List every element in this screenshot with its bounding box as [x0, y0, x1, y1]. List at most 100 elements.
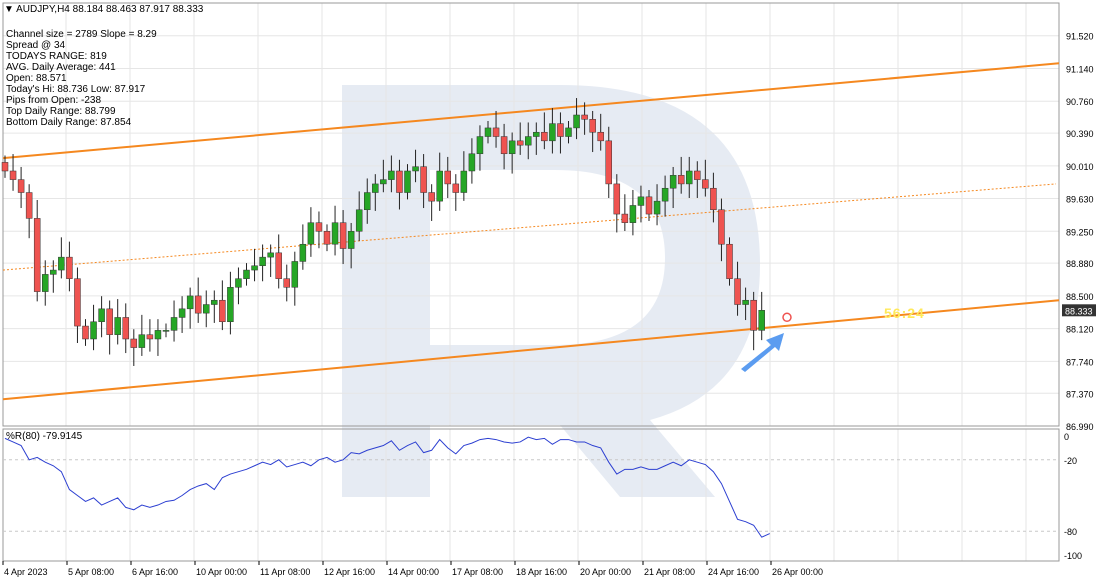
- candle-body: [251, 265, 258, 271]
- oscillator-tick-label: -80: [1064, 527, 1077, 537]
- candle-body: [74, 278, 81, 327]
- oscillator-label: %R(80) -79.9145: [6, 431, 83, 442]
- dropdown-triangle-icon[interactable]: ▼: [4, 4, 14, 15]
- candle-body: [653, 200, 661, 215]
- time-tick-label: 21 Apr 08:00: [644, 567, 695, 577]
- candle-body: [468, 153, 476, 172]
- candle-body: [412, 166, 419, 172]
- candle-body: [589, 119, 596, 133]
- candle-body: [50, 269, 57, 275]
- candle-body: [734, 278, 741, 305]
- time-axis: 4 Apr 2023 5 Apr 08:00 6 Apr 16:00 10 Apr 0…: [2, 561, 823, 577]
- candle-body: [243, 269, 250, 279]
- symbol-header: ▼ AUDJPY,H4 88.184 88.463 87.917 88.333: [4, 4, 203, 15]
- candle-body: [436, 170, 443, 202]
- candle-body: [25, 192, 33, 219]
- candle-body: [331, 222, 339, 245]
- candle-body: [275, 252, 282, 279]
- price-tick-label: 90.760: [1066, 97, 1094, 107]
- price-tick-label: 88.880: [1066, 259, 1094, 269]
- candle-body: [388, 170, 395, 180]
- candle-body: [645, 196, 653, 215]
- williams-r-oscillator: [3, 436, 1059, 538]
- candle-body: [581, 114, 588, 120]
- price-tick-label: 91.520: [1066, 32, 1094, 42]
- candle-body: [42, 274, 49, 292]
- candle-body: [372, 183, 379, 193]
- oscillator-tick-label: 0: [1064, 432, 1069, 442]
- price-tick-label: 86.990: [1066, 422, 1094, 432]
- price-marker-icon: [782, 312, 792, 323]
- info-line: Pips from Open: -238: [6, 95, 102, 106]
- time-tick-label: 10 Apr 00:00: [196, 567, 247, 577]
- candle-body: [492, 127, 500, 137]
- candle-body: [549, 123, 556, 142]
- annotations: [741, 312, 792, 372]
- price-tick-label: 90.010: [1066, 162, 1094, 172]
- williams-r-line: [4, 436, 770, 538]
- candle-body: [186, 295, 194, 310]
- candle-body: [291, 261, 299, 288]
- chart-frames: [2, 2, 1060, 562]
- candle-countdown: 56:24: [884, 305, 925, 321]
- channel-mid-line: [2, 183, 1057, 271]
- candle-body: [114, 317, 121, 335]
- candle-body: [347, 231, 355, 249]
- price-tick-label: 88.120: [1066, 325, 1094, 335]
- info-line: Top Daily Range: 88.799: [6, 106, 116, 117]
- symbol-ohlc-text: AUDJPY,H4 88.184 88.463 87.917 88.333: [16, 4, 204, 15]
- info-line: Today's Hi: 88.736 Low: 87.917: [6, 84, 146, 95]
- candle-body: [106, 308, 113, 335]
- candle-body: [235, 278, 242, 288]
- candle-body: [259, 256, 266, 267]
- candle-body: [396, 170, 403, 193]
- candle-body: [299, 243, 307, 262]
- blue-arrow-icon: [741, 333, 784, 372]
- candle-body: [122, 317, 129, 340]
- oscillator-tick-label: -100: [1064, 551, 1082, 561]
- candle-body: [323, 231, 331, 245]
- oscillator-tick-label: -20: [1064, 456, 1077, 466]
- candle-body: [58, 256, 65, 271]
- price-tick-label: 88.500: [1066, 292, 1094, 302]
- candle-body: [677, 175, 685, 185]
- candle-body: [178, 308, 186, 318]
- channel-upper-line: [2, 62, 1060, 160]
- price-axis: 91.520 91.140 90.760 90.390 90.010 89.630 89.2…: [1062, 32, 1096, 561]
- info-line: Spread @ 34: [6, 40, 66, 51]
- candle-body: [17, 179, 25, 193]
- candle-body: [661, 187, 669, 202]
- candle-body: [211, 299, 218, 305]
- oscillator-frame: [2, 428, 1060, 562]
- candle-body: [146, 334, 154, 340]
- info-line: Channel size = 2789 Slope = 8.29: [6, 29, 157, 40]
- candle-body: [194, 295, 202, 314]
- time-tick-label: 18 Apr 16:00: [516, 567, 567, 577]
- time-tick-label: 24 Apr 16:00: [708, 567, 759, 577]
- candle-body: [500, 136, 508, 155]
- regression-channel: [2, 62, 1060, 401]
- time-tick-label: 11 Apr 08:00: [260, 567, 310, 577]
- candle-body: [460, 170, 468, 193]
- candle-body: [98, 308, 105, 323]
- candle-body: [90, 321, 97, 340]
- candle-body: [629, 205, 637, 223]
- candle-body: [508, 140, 516, 155]
- current-price-box: [1062, 304, 1096, 317]
- candle-body: [702, 179, 709, 189]
- price-tick-label: 91.140: [1066, 64, 1094, 74]
- candle-body: [380, 179, 387, 185]
- candle-body: [573, 114, 580, 129]
- current-price-label: 88.333: [1065, 306, 1093, 316]
- candle-body: [750, 299, 757, 331]
- candle-body: [428, 192, 435, 202]
- time-tick-label: 17 Apr 08:00: [452, 567, 503, 577]
- candle-body: [726, 243, 733, 279]
- candle-body: [694, 170, 701, 180]
- candle-body: [533, 131, 540, 137]
- info-line: AVG. Daily Average: 441: [6, 62, 116, 73]
- candle-body: [130, 338, 138, 348]
- candle-body: [484, 127, 492, 137]
- candle-body: [420, 166, 427, 193]
